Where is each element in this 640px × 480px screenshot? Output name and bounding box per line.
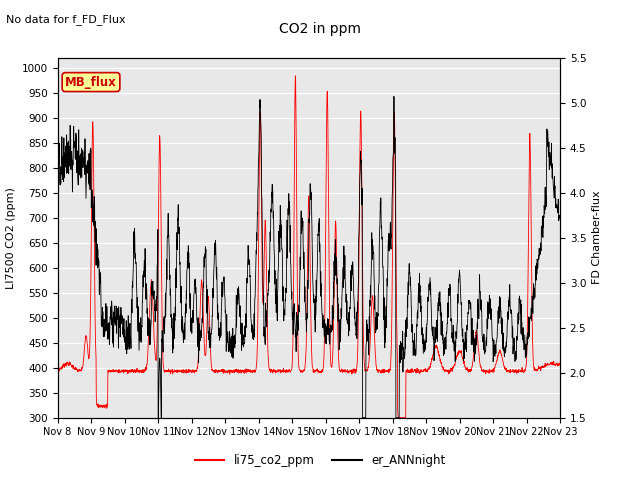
Legend: li75_co2_ppm, er_ANNnight: li75_co2_ppm, er_ANNnight <box>190 449 450 472</box>
Text: MB_flux: MB_flux <box>65 76 117 89</box>
Text: CO2 in ppm: CO2 in ppm <box>279 22 361 36</box>
Y-axis label: FD Chamber-flux: FD Chamber-flux <box>592 191 602 285</box>
Text: No data for f_FD_Flux: No data for f_FD_Flux <box>6 14 126 25</box>
Y-axis label: LI7500 CO2 (ppm): LI7500 CO2 (ppm) <box>6 187 16 288</box>
